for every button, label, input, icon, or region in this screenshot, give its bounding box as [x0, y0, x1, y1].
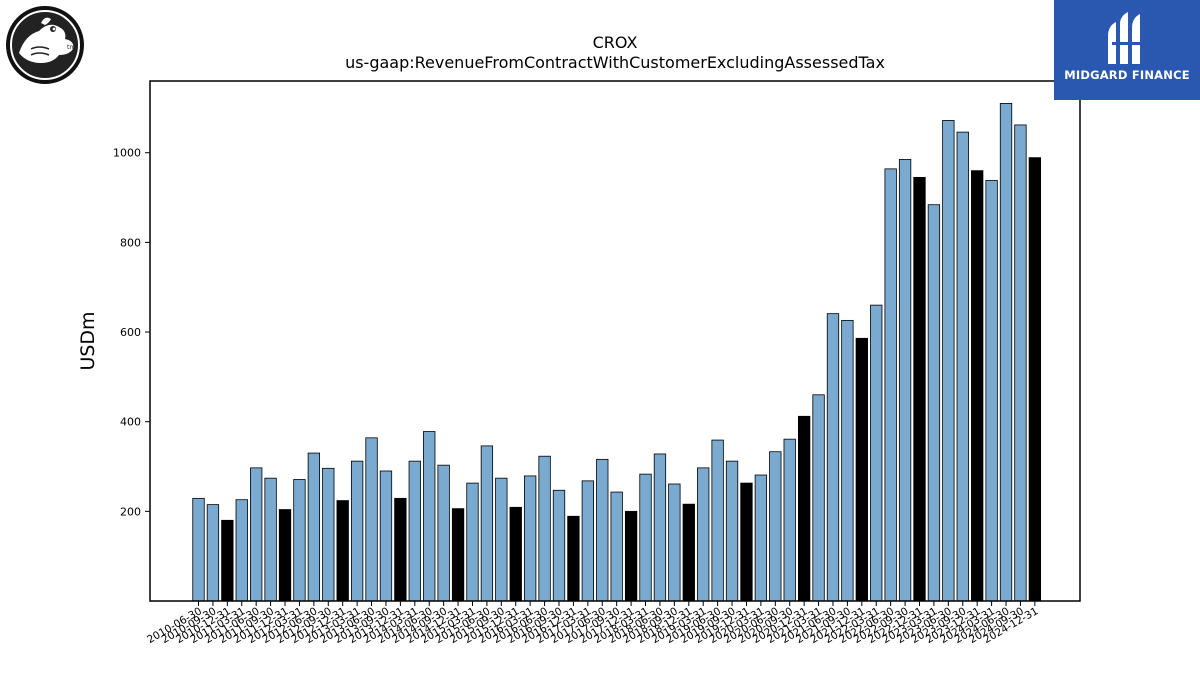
y-tick-label: 800 [120, 236, 141, 249]
bar-2017-12-31 [624, 510, 638, 602]
bar-2014-12-31 [451, 508, 465, 602]
bar-2011-12-31 [278, 509, 292, 602]
bar-2021-03-31 [812, 394, 825, 602]
bar-2017-06-30 [596, 458, 609, 602]
bar-2022-06-30 [884, 168, 897, 602]
bar-2018-06-30 [653, 453, 667, 602]
bar-2021-09-30 [841, 319, 854, 602]
bar-2011-06-30 [250, 467, 263, 602]
bar-2011-09-30 [264, 477, 277, 602]
bar-2017-03-31 [581, 480, 594, 602]
bar-2022-03-31 [870, 304, 883, 602]
y-tick-label: 600 [120, 326, 141, 339]
bar-2013-09-30 [379, 470, 393, 602]
bar-2015-06-30 [480, 445, 494, 602]
crocodile-icon: tm [6, 6, 84, 84]
bar-2012-03-31 [293, 479, 306, 602]
bar-2018-09-30 [668, 483, 681, 602]
bar-2016-12-31 [567, 515, 580, 602]
bar-2010-06-30 [192, 497, 205, 602]
bar-2019-03-31 [697, 467, 710, 602]
chart-title: CROX [592, 33, 638, 52]
bar-2015-03-31 [466, 482, 479, 602]
midgard-finance-logo: MIDGARD FINANCE [1054, 0, 1200, 100]
bar-2023-03-31 [927, 204, 941, 602]
plot-frame [149, 80, 1081, 602]
bar-2023-06-30 [942, 120, 955, 602]
bar-2020-09-30 [783, 438, 796, 602]
y-axis-label: USDm [77, 311, 99, 371]
x-axis-ticks: 2010-06-302010-09-302010-12-312011-03-31… [145, 601, 1040, 646]
bar-2019-06-30 [711, 439, 724, 602]
bar-2020-03-31 [754, 474, 768, 602]
bar-2014-09-30 [437, 464, 450, 602]
brand-name: MIDGARD FINANCE [1064, 68, 1190, 82]
bar-2014-03-31 [408, 460, 421, 602]
bar-2010-09-30 [206, 504, 220, 602]
bar-2013-06-30 [365, 437, 378, 602]
crocs-logo: tm [5, 5, 85, 85]
bar-2010-12-31 [221, 519, 234, 602]
bar-2018-03-31 [639, 473, 652, 602]
bar-2012-12-31 [336, 500, 349, 602]
y-tick-label: 200 [120, 505, 141, 518]
bar-2015-09-30 [495, 477, 508, 602]
bar-2017-09-30 [610, 491, 623, 602]
bar-2020-12-31 [797, 415, 811, 602]
bar-2011-03-31 [235, 499, 248, 602]
bar-2022-09-30 [898, 159, 912, 602]
bar-2019-12-31 [740, 482, 753, 602]
y-axis-ticks: 200 400 600 800 1000 [113, 147, 150, 518]
bar-2021-12-31 [855, 337, 868, 602]
bar-2022-12-31 [913, 176, 926, 602]
bar-2019-09-30 [725, 460, 739, 602]
svg-text:tm: tm [67, 44, 75, 51]
bar-2013-12-31 [394, 497, 407, 602]
bar-2016-06-30 [538, 455, 551, 602]
bar-2024-09-30 [1014, 124, 1027, 602]
bar-2015-12-31 [509, 506, 522, 602]
y-tick-label: 400 [120, 416, 141, 429]
bar-2023-12-31 [971, 170, 984, 602]
bar-2020-06-30 [769, 451, 782, 602]
bar-2021-06-30 [826, 313, 840, 602]
chart-subtitle: us-gaap:RevenueFromContractWithCustomerE… [345, 53, 885, 72]
bar-2013-03-31 [350, 460, 364, 602]
bar-2024-12-31 [1028, 157, 1042, 602]
bar-2012-06-30 [307, 452, 321, 602]
midgard-mark-icon [1108, 12, 1144, 64]
bar-2024-06-30 [999, 103, 1013, 602]
bar-2016-09-30 [552, 489, 566, 602]
y-tick-label: 1000 [113, 147, 141, 160]
bar-2012-09-30 [322, 467, 335, 602]
bar-2014-06-30 [423, 431, 436, 602]
bar-2018-12-31 [682, 503, 695, 602]
bars-group [192, 103, 1042, 602]
bar-2024-03-31 [985, 180, 998, 602]
bar-2023-09-30 [956, 131, 969, 602]
bar-2016-03-31 [524, 475, 537, 602]
